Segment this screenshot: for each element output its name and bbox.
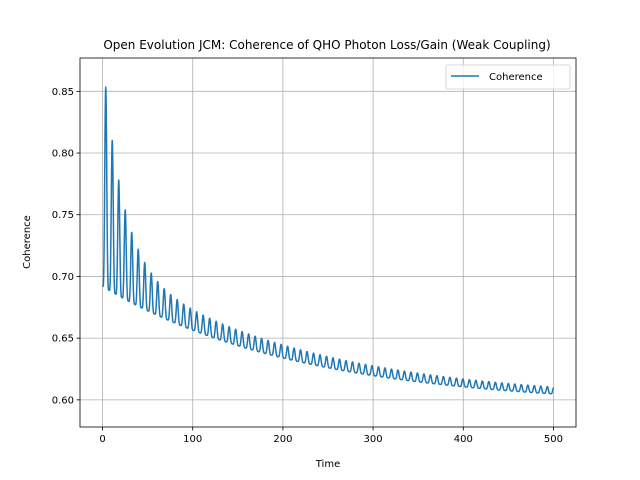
y-tick-label: 0.60 [52,395,74,406]
y-tick-label: 0.75 [52,210,74,221]
coherence-line [102,86,555,395]
y-tick-label: 0.65 [52,334,74,345]
y-tick-label: 0.85 [52,87,74,98]
legend-box [445,64,571,90]
chart-title: Open Evolution JCM: Coherence of QHO Pho… [103,38,550,52]
y-tick-label: 0.80 [52,149,74,160]
x-tick-label: 0 [99,434,105,445]
y-axis: 0.60 0.65 0.70 0.75 0.80 0.85 [52,87,80,406]
legend-label: Coherence [489,72,543,83]
x-tick-label: 400 [454,434,473,445]
legend: Coherence [445,64,571,90]
plot-frame [79,57,577,428]
y-tick-label: 0.70 [52,272,74,283]
x-tick-label: 500 [544,434,563,445]
x-tick-label: 300 [364,434,383,445]
grid [80,58,576,427]
y-axis-label: Coherence [22,215,33,269]
x-tick-label: 100 [183,434,202,445]
x-axis: 0 100 200 300 400 500 [99,427,563,445]
x-axis-label: Time [315,459,340,470]
x-tick-label: 200 [273,434,292,445]
